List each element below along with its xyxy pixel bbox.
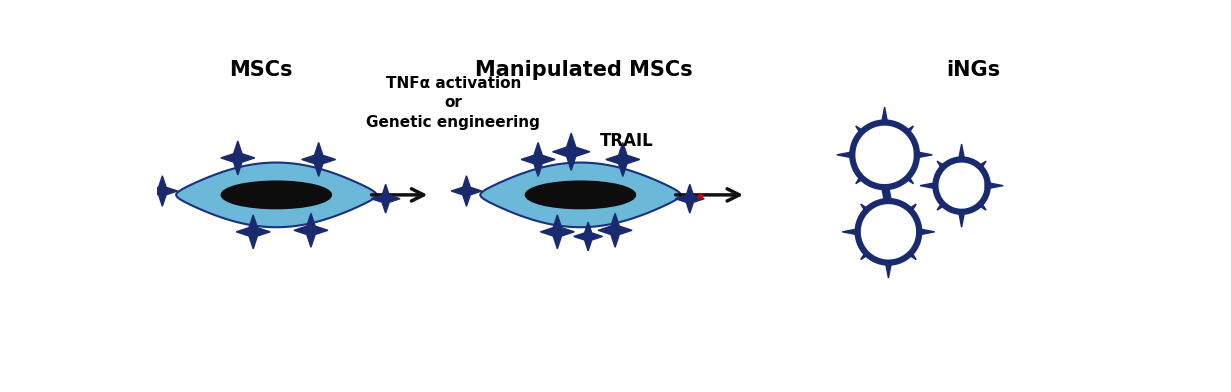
Polygon shape [916, 152, 932, 158]
Text: TRAIL: TRAIL [599, 132, 654, 150]
Polygon shape [881, 107, 888, 123]
Polygon shape [480, 163, 681, 227]
Polygon shape [598, 213, 632, 247]
Polygon shape [937, 202, 945, 210]
Polygon shape [987, 183, 1003, 189]
Polygon shape [302, 143, 336, 176]
Polygon shape [294, 213, 327, 247]
Polygon shape [236, 215, 270, 249]
Polygon shape [574, 222, 602, 251]
Polygon shape [176, 163, 377, 227]
Polygon shape [837, 152, 853, 158]
Polygon shape [936, 160, 987, 212]
Text: TNFα activation
or
Genetic engineering: TNFα activation or Genetic engineering [367, 76, 540, 130]
Polygon shape [908, 204, 916, 212]
Polygon shape [885, 262, 891, 278]
Polygon shape [676, 184, 704, 213]
Polygon shape [959, 211, 965, 227]
Polygon shape [452, 176, 481, 206]
Text: Manipulated MSCs: Manipulated MSCs [475, 60, 693, 80]
Polygon shape [979, 161, 986, 169]
Polygon shape [858, 201, 920, 263]
Polygon shape [918, 229, 934, 235]
Polygon shape [860, 204, 869, 212]
Text: iNGs: iNGs [947, 60, 1001, 80]
Polygon shape [860, 252, 869, 260]
Polygon shape [540, 215, 575, 249]
Polygon shape [959, 144, 965, 160]
Polygon shape [908, 252, 916, 260]
Polygon shape [881, 187, 888, 203]
Polygon shape [937, 161, 945, 169]
Text: MSCs: MSCs [229, 60, 293, 80]
Polygon shape [906, 126, 913, 134]
Polygon shape [856, 176, 864, 184]
Polygon shape [906, 176, 913, 184]
Polygon shape [920, 183, 937, 189]
Polygon shape [852, 123, 917, 187]
Polygon shape [553, 133, 590, 171]
Polygon shape [842, 229, 858, 235]
Polygon shape [521, 143, 555, 176]
Polygon shape [146, 176, 177, 206]
Polygon shape [856, 126, 864, 134]
Polygon shape [979, 202, 986, 210]
Polygon shape [220, 141, 255, 175]
Ellipse shape [526, 181, 635, 209]
Polygon shape [606, 143, 640, 176]
Polygon shape [372, 184, 400, 213]
Ellipse shape [222, 181, 331, 209]
Polygon shape [885, 186, 891, 202]
